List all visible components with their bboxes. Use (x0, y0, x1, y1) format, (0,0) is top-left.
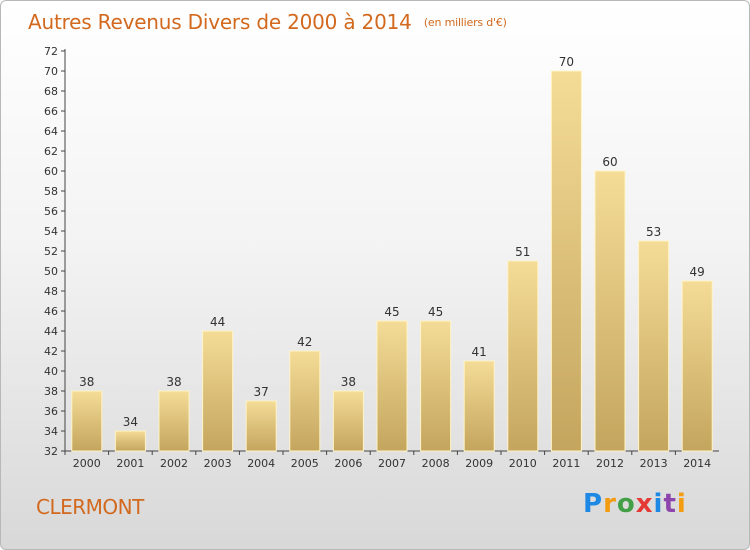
y-tick-label: 56 (44, 205, 58, 218)
x-tick-label-2013: 2013 (640, 457, 668, 470)
y-tick-label: 36 (44, 405, 58, 418)
chart-title: Autres Revenus Divers de 2000 à 2014 (en… (28, 10, 507, 34)
data-label-2007: 45 (384, 305, 399, 319)
y-tick-label: 48 (44, 285, 58, 298)
x-tick-label-2008: 2008 (422, 457, 450, 470)
bar-chart: 32 34 36 38 40 42 44 46 48 50 52 54 56 58 60 62 64 66 68 70… (44, 45, 719, 470)
y-tick-label: 54 (44, 225, 58, 238)
y-tick-label: 70 (44, 65, 58, 78)
x-tick-label-2007: 2007 (378, 457, 406, 470)
y-tick-label: 46 (44, 305, 58, 318)
bar-2005 (289, 350, 321, 452)
x-tick-label-2010: 2010 (509, 457, 537, 470)
y-tick-label: 68 (44, 85, 58, 98)
y-tick-label: 60 (44, 165, 58, 178)
y-tick-label: 42 (44, 345, 58, 358)
data-label-2000: 38 (79, 375, 94, 389)
bar-2011 (550, 70, 582, 452)
y-tick-label: 44 (44, 325, 58, 338)
x-tick-label-2011: 2011 (552, 457, 580, 470)
data-label-2002: 38 (166, 375, 181, 389)
data-label-2012: 60 (602, 155, 617, 169)
y-tick-label: 40 (44, 365, 58, 378)
bar-2013 (638, 240, 670, 452)
bar-2007 (376, 320, 408, 452)
y-tick-label: 62 (44, 145, 58, 158)
y-tick-label: 38 (44, 385, 58, 398)
y-tick-label: 32 (44, 445, 58, 458)
bar-2012 (594, 170, 626, 452)
proxiti-logo: Proxiti (583, 489, 687, 519)
bar-2004 (245, 400, 277, 452)
data-label-2010: 51 (515, 245, 530, 259)
x-tick-label-2012: 2012 (596, 457, 624, 470)
data-label-2004: 37 (254, 385, 269, 399)
data-label-2009: 41 (472, 345, 487, 359)
x-tick-label-2014: 2014 (683, 457, 711, 470)
y-tick-label: 58 (44, 185, 58, 198)
city-name: CLERMONT (36, 495, 144, 519)
data-label-2013: 53 (646, 225, 661, 239)
x-tick-label-2000: 2000 (73, 457, 101, 470)
chart-title-text: Autres Revenus Divers de 2000 à 2014 (28, 10, 412, 34)
x-tick-label-2004: 2004 (247, 457, 275, 470)
x-tick-label-2006: 2006 (334, 457, 362, 470)
bar-2000 (71, 390, 103, 452)
data-label-2014: 49 (690, 265, 705, 279)
bar-2008 (420, 320, 452, 452)
bar-2006 (332, 390, 364, 452)
y-tick-label: 52 (44, 245, 58, 258)
bar-2010 (507, 260, 539, 452)
data-label-2003: 44 (210, 315, 225, 329)
x-tick-label-2003: 2003 (204, 457, 232, 470)
x-tick-label-2005: 2005 (291, 457, 319, 470)
y-tick-label: 64 (44, 125, 58, 138)
bar-2009 (463, 360, 495, 452)
y-tick-label: 50 (44, 265, 58, 278)
bar-2001 (114, 430, 146, 452)
bar-2014 (681, 280, 713, 452)
data-label-2005: 42 (297, 335, 312, 349)
y-tick-label: 72 (44, 45, 58, 58)
data-label-2008: 45 (428, 305, 443, 319)
bar-2002 (158, 390, 190, 452)
data-label-2011: 70 (559, 55, 574, 69)
x-tick-label-2002: 2002 (160, 457, 188, 470)
data-label-2006: 38 (341, 375, 356, 389)
x-tick-label-2009: 2009 (465, 457, 493, 470)
chart-unit: (en milliers d'€) (423, 16, 507, 29)
x-tick-label-2001: 2001 (116, 457, 144, 470)
y-tick-label: 34 (44, 425, 58, 438)
y-tick-label: 66 (44, 105, 58, 118)
bar-2003 (202, 330, 234, 452)
data-label-2001: 34 (123, 415, 138, 429)
